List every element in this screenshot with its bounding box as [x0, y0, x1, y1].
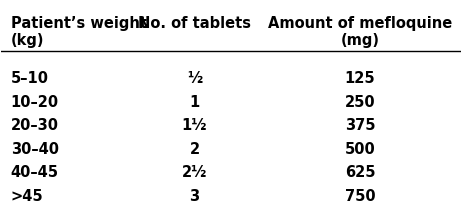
Text: 40–45: 40–45 — [10, 165, 59, 180]
Text: Amount of mefloquine
(mg): Amount of mefloquine (mg) — [268, 16, 452, 48]
Text: 3: 3 — [190, 189, 200, 204]
Text: 250: 250 — [345, 95, 375, 110]
Text: 20–30: 20–30 — [10, 118, 59, 133]
Text: 2½: 2½ — [182, 165, 207, 180]
Text: 500: 500 — [345, 142, 375, 157]
Text: No. of tablets: No. of tablets — [138, 16, 251, 31]
Text: Patient’s weight
(kg): Patient’s weight (kg) — [10, 16, 146, 48]
Text: 1½: 1½ — [182, 118, 207, 133]
Text: 375: 375 — [345, 118, 375, 133]
Text: ½: ½ — [187, 71, 202, 86]
Text: 750: 750 — [345, 189, 375, 204]
Text: 1: 1 — [190, 95, 200, 110]
Text: >45: >45 — [10, 189, 43, 204]
Text: 30–40: 30–40 — [10, 142, 59, 157]
Text: 10–20: 10–20 — [10, 95, 59, 110]
Text: 625: 625 — [345, 165, 375, 180]
Text: 125: 125 — [345, 71, 375, 86]
Text: 2: 2 — [190, 142, 200, 157]
Text: 5–10: 5–10 — [10, 71, 49, 86]
